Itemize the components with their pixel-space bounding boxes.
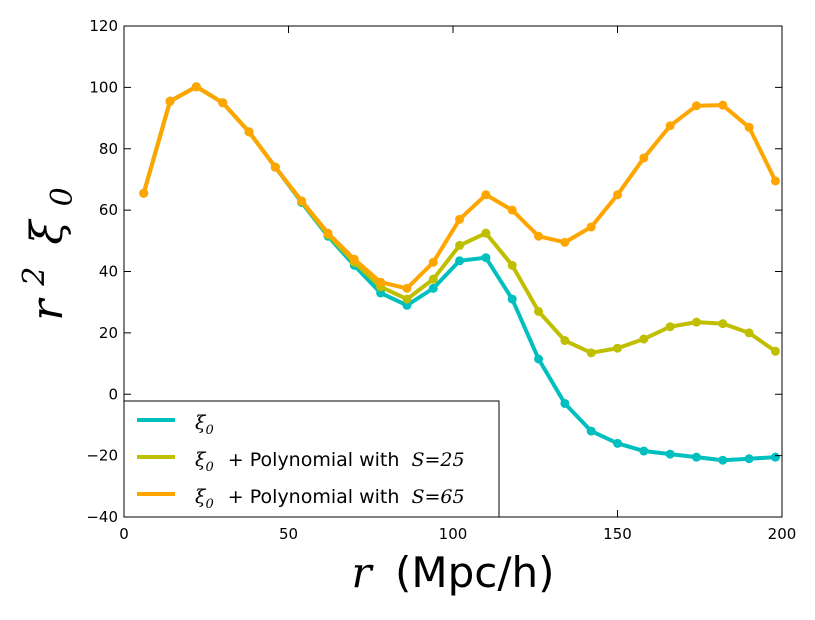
y-tick-label: −40: [86, 508, 118, 526]
data-point: [534, 354, 544, 364]
data-point: [665, 449, 675, 459]
series-layer: [139, 82, 780, 465]
data-point: [534, 306, 544, 316]
y-tick-label: 100: [89, 78, 118, 96]
data-point: [349, 254, 359, 264]
legend-label-xi0: ξ0: [195, 412, 214, 438]
x-tick-label: 100: [439, 525, 468, 543]
legend-entry-s65: ξ0 + Polynomial with S=65: [137, 486, 465, 513]
legend-math: S=65: [411, 486, 464, 508]
y-axis-label: r 2 ξ 0: [4, 187, 80, 320]
legend-label-s65: ξ0 + Polynomial with S=65: [195, 486, 465, 513]
data-point: [691, 452, 701, 462]
data-point: [665, 322, 675, 332]
axes-layer: 0 50 100 150 200 −40 −20 0 20 40 60 80 100 120: [86, 17, 796, 543]
y-axis-symbol: ξ: [22, 218, 73, 245]
data-point: [691, 101, 701, 111]
data-point: [455, 214, 465, 224]
series-2: [139, 82, 780, 293]
data-point: [165, 96, 175, 106]
data-point: [270, 162, 280, 172]
data-point: [323, 228, 333, 238]
data-point: [691, 317, 701, 327]
data-point: [744, 122, 754, 132]
data-point: [534, 231, 544, 241]
legend-text: + Polynomial with: [228, 449, 400, 471]
legend-subscript: 0: [205, 423, 213, 438]
data-point: [744, 454, 754, 464]
data-point: [718, 100, 728, 110]
data-point: [613, 190, 622, 200]
data-point: [613, 438, 622, 448]
y-tick-label: 0: [108, 385, 118, 403]
legend-text: + Polynomial with: [228, 486, 400, 508]
x-tick-label: 200: [768, 525, 797, 543]
y-tick-label: −20: [86, 447, 118, 465]
data-point: [191, 82, 201, 92]
data-point: [218, 98, 228, 108]
data-point: [402, 283, 412, 293]
data-point: [507, 260, 517, 270]
legend-math: S=25: [411, 449, 464, 471]
data-point: [455, 240, 465, 250]
data-point: [428, 274, 438, 284]
y-tick-label: 40: [99, 263, 118, 281]
legend-symbol: ξ: [195, 486, 207, 508]
data-point: [428, 257, 438, 267]
legend-box: [123, 400, 500, 518]
data-point: [297, 196, 307, 206]
data-point: [586, 222, 596, 232]
x-tick-label: 150: [603, 525, 632, 543]
data-point: [560, 336, 570, 346]
data-point: [586, 426, 596, 436]
data-point: [455, 256, 465, 266]
x-tick-label: 50: [279, 525, 298, 543]
y-tick-label: 120: [89, 17, 118, 35]
data-point: [507, 294, 517, 304]
y-axis-base: r: [22, 297, 73, 321]
legend-subscript: 0: [205, 460, 213, 475]
x-tick-label: 0: [119, 525, 129, 543]
y-axis-subscript: 0: [45, 187, 80, 206]
legend: ξ0 ξ0 + Polynomial with S=25 ξ0 + Polyno…: [123, 400, 500, 518]
y-tick-label: 80: [99, 140, 118, 158]
legend-symbol: ξ: [195, 449, 207, 471]
data-point: [244, 127, 254, 137]
legend-subscript: 0: [205, 497, 213, 512]
data-point: [639, 153, 649, 163]
x-axis-label: r (Mpc/h): [352, 548, 555, 597]
data-point: [560, 398, 570, 408]
data-point: [744, 328, 754, 338]
y-tick-label: 20: [99, 324, 118, 342]
legend-label-s25: ξ0 + Polynomial with S=25: [195, 449, 465, 476]
data-point: [665, 121, 675, 131]
legend-symbol: ξ: [195, 412, 207, 434]
data-point: [507, 205, 517, 215]
data-point: [402, 294, 412, 304]
data-point: [376, 277, 386, 287]
data-point: [770, 176, 780, 186]
data-point: [481, 190, 491, 200]
data-point: [639, 446, 649, 456]
data-point: [770, 346, 780, 356]
data-point: [560, 237, 570, 247]
x-axis-variable: r: [352, 548, 375, 597]
y-tick-label: 60: [99, 201, 118, 219]
x-axis-unit: (Mpc/h): [395, 548, 555, 597]
legend-entry-s25: ξ0 + Polynomial with S=25: [137, 449, 465, 476]
data-point: [639, 334, 649, 344]
data-point: [481, 228, 491, 238]
data-point: [613, 343, 622, 353]
data-point: [139, 188, 149, 198]
data-point: [718, 455, 728, 465]
data-point: [718, 319, 728, 329]
data-point: [428, 283, 438, 293]
y-axis-exponent: 2: [17, 267, 52, 287]
legend-entry-xi0: ξ0: [137, 412, 214, 438]
data-point: [481, 253, 491, 263]
data-point: [770, 452, 780, 462]
data-point: [586, 348, 596, 358]
